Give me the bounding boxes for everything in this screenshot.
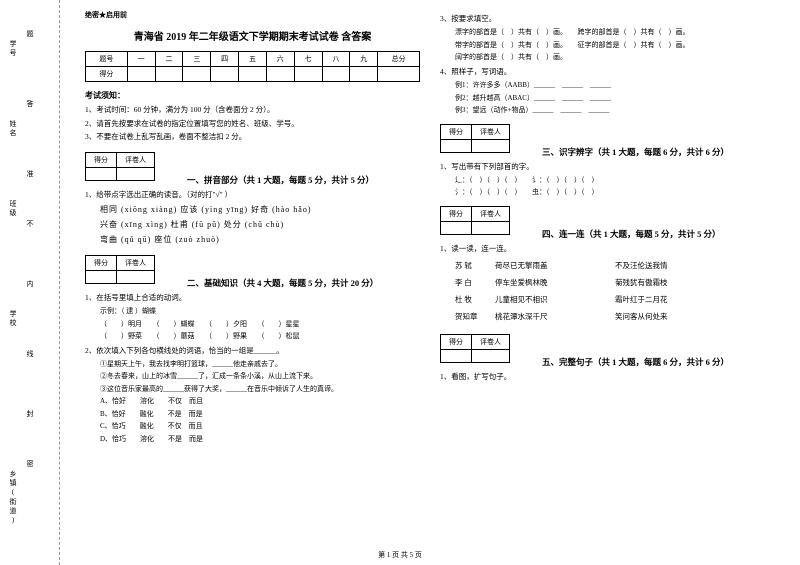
page-footer: 第 1 页 共 5 页 (0, 550, 800, 560)
s2-q2: 2、依次填入下列各句横线处的词语，恰当的一组是______。 (85, 345, 420, 356)
margin-label-town: 乡镇(街道) (8, 470, 18, 526)
s2-q4l1: 例1：许许多多（AABB）______ ______ ______ (455, 80, 775, 91)
s2-q3l2: 带字的部首是（ ）共有（ ）画。 征字的部首是（ ）共有（ ）画。 (455, 40, 775, 51)
margin-label-school: 学校 (8, 310, 18, 328)
binding-margin: 学号 姓名 班级 学校 乡镇(街道) 题 答 准 不 内 线 封 密 (0, 0, 60, 565)
th-9: 九 (350, 52, 378, 67)
th-2: 二 (155, 52, 183, 67)
th-5: 五 (239, 52, 267, 67)
th-1: 一 (127, 52, 155, 67)
s1-q1: 1、给带点字选出正确的读音。（对的打"√" ） (85, 189, 420, 200)
s2-oc: C、恰巧 融化 不仅 而且 (100, 421, 420, 432)
th-4: 四 (211, 52, 239, 67)
pair-3: 杜 牧 儿童相见不相识 霜叶红于二月花 (455, 294, 775, 305)
s3-l2: 氵：（ ）（ ）（ ） 虫：（ ）（ ）（ ） (455, 187, 775, 198)
pair-1: 苏 轼 荷尽已无擎雨盖 不及汪伦送我情 (455, 260, 775, 271)
notice-2: 2、请首先按要求在试卷的指定位置填写您的姓名、班级、学号。 (85, 119, 420, 130)
dash-1: 题 (25, 30, 35, 37)
s2-q3l1: 漂字的部首是（ ）共有（ ）画。 跨字的部首是（ ）共有（ ）画。 (455, 27, 775, 38)
section-5-title: 五、完整句子（共 1 大题，每题 6 分，共计 6 分） (542, 357, 729, 367)
s2-b2: （ ）野菜 （ ）蘑菇 （ ）野果 （ ）松鼠 (100, 331, 420, 342)
s2-q2l1: ①星期天上午，我去找李明打篮球，______他走亲戚去了。 (100, 359, 420, 370)
section-2-title: 二、基础知识（共 4 大题，每题 5 分，共计 20 分） (187, 278, 378, 288)
s5-q1: 1、看图，扩写句子。 (440, 371, 775, 382)
s2-example: 示例：（ 逮 ）蝴蝶 (100, 306, 420, 317)
dash-2: 答 (25, 100, 35, 107)
score-row-label: 得分 (86, 67, 128, 82)
s2-q1: 1、在括号里填上合适的动词。 (85, 292, 420, 303)
s2-b1: （ ）明月 （ ）蝴蝶 （ ）夕阳 （ ）星星 (100, 319, 420, 330)
margin-label-name: 姓名 (8, 120, 18, 138)
margin-label-id: 学号 (8, 40, 18, 58)
secret-label: 绝密★启用前 (85, 10, 420, 20)
s2-od: D、恰巧 溶化 不是 而是 (100, 434, 420, 445)
exam-title: 青海省 2019 年二年级语文下学期期末考试试卷 含答案 (85, 28, 420, 43)
th-num: 题号 (86, 52, 128, 67)
s3-l1: 辶：（ ）（ ）（ ） 讠：（ ）（ ）（ ） (455, 175, 775, 186)
s2-oa: A、恰好 溶化 不仅 而且 (100, 396, 420, 407)
left-column: 绝密★启用前 青海省 2019 年二年级语文下学期期末考试试卷 含答案 题号 一… (75, 10, 430, 555)
section-4-title: 四、连一连（共 1 大题，每题 5 分，共计 5 分） (542, 229, 721, 239)
notice-header: 考试须知： (85, 90, 420, 101)
s2-q4: 4、照样子，写词语。 (440, 66, 775, 77)
pair-4: 贺知章 桃花潭水深千尺 笑问客从何处来 (455, 311, 775, 322)
s2-q3: 3、按要求填空。 (440, 13, 775, 24)
th-8: 八 (322, 52, 350, 67)
right-column: 3、按要求填空。 漂字的部首是（ ）共有（ ）画。 跨字的部首是（ ）共有（ ）… (430, 10, 785, 555)
s2-q2l2: ②冬去春来，山上的冰雪______了，汇成一条条小溪，从山上流下来。 (100, 371, 420, 382)
section-1-title: 一、拼音部分（共 1 大题，每题 5 分，共计 5 分） (187, 175, 374, 185)
score-table: 题号 一 二 三 四 五 六 七 八 九 总分 得分 (85, 51, 420, 82)
s2-ob: B、恰好 融化 不是 而是 (100, 409, 420, 420)
th-6: 六 (266, 52, 294, 67)
score-box-5: 得分评卷人 (440, 334, 510, 363)
s2-q4l2: 例2：越升越高（ABAC）______ ______ ______ (455, 93, 775, 104)
s2-q4l3: 例3：望远（动作+物品）______ ______ ______ (455, 105, 775, 116)
s2-q3l3: 阔字的部首是（ ）共有（ ）画。 (455, 52, 775, 63)
dash-4: 不 (25, 220, 35, 227)
s2-q2l3: ③这位音乐家最高的______获得了大奖，______在音乐中倾诉了人生的真谛。 (100, 384, 420, 395)
dash-6: 线 (25, 350, 35, 357)
pinyin-1: 相同 (xiōng xiàng) 应该 (yìng yīng) 好奇 (hào … (100, 204, 420, 215)
section-3-title: 三、识字辨字（共 1 大题，每题 6 分，共计 6 分） (542, 147, 729, 157)
margin-label-class: 班级 (8, 200, 18, 218)
notice-3: 3、不要在试卷上乱写乱画，卷面不整洁扣 2 分。 (85, 132, 420, 143)
th-total: 总分 (378, 52, 420, 67)
dash-8: 密 (25, 460, 35, 467)
s3-q1: 1、写出带有下列部首的字。 (440, 161, 775, 172)
score-box-3: 得分评卷人 (440, 124, 510, 153)
pinyin-3: 弯曲 (qǔ qū) 座位 (zuò zhuò) (100, 234, 420, 245)
th-3: 三 (183, 52, 211, 67)
s4-q1: 1、读一读，连一连。 (440, 243, 775, 254)
th-7: 七 (294, 52, 322, 67)
notice-1: 1、考试时间：60 分钟，满分为 100 分（含卷面分 2 分）。 (85, 105, 420, 116)
dash-3: 准 (25, 170, 35, 177)
pinyin-2: 兴奋 (xīng xìng) 杜甫 (fū pǔ) 处分 (chǔ chù) (100, 219, 420, 230)
dash-7: 封 (25, 410, 35, 417)
score-box-4: 得分评卷人 (440, 206, 510, 235)
score-box-1: 得分评卷人 (85, 152, 155, 181)
dash-5: 内 (25, 280, 35, 287)
pair-2: 李 白 停车坐爱枫林晚 菊残犹有傲霜枝 (455, 277, 775, 288)
score-box-2: 得分评卷人 (85, 255, 155, 284)
